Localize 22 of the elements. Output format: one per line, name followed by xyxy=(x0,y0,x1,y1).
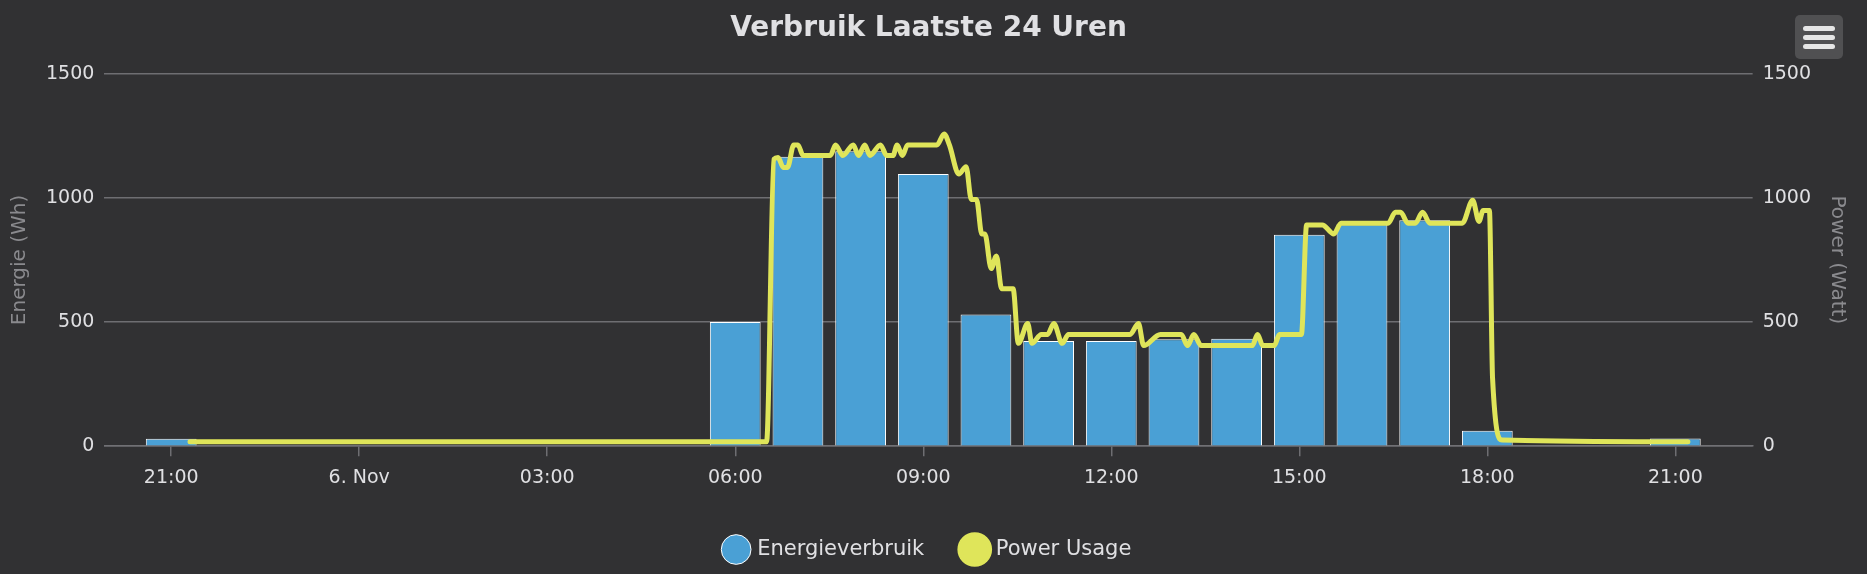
x-tick-label: 06:00 xyxy=(707,464,763,487)
x-tick-label: 09:00 xyxy=(895,464,951,487)
legend-label: Power Usage xyxy=(995,535,1132,560)
x-tick-label: 21:00 xyxy=(1647,464,1703,487)
x-tick-label: 03:00 xyxy=(519,464,575,487)
y2-tick-label: 0 xyxy=(1762,433,1775,456)
x-tick-label: 15:00 xyxy=(1271,464,1327,487)
y2-tick-label: 1500 xyxy=(1762,60,1812,83)
x-tick-label: 18:00 xyxy=(1459,464,1515,487)
x-tick-label: 21:00 xyxy=(143,464,199,487)
y-tick-label: 1500 xyxy=(45,60,95,83)
y2-tick-label: 500 xyxy=(1762,308,1799,331)
y-axis-title: Energie (Wh) xyxy=(6,194,31,326)
x-tick-label: 6. Nov xyxy=(328,464,390,487)
y-tick-label: 0 xyxy=(82,433,95,456)
chart-title: Verbruik Laatste 24 Uren xyxy=(730,10,1127,44)
y-tick-label: 500 xyxy=(58,308,95,331)
legend-label: Energieverbruik xyxy=(757,535,926,560)
y2-axis-title: Power (Watt) xyxy=(1826,195,1851,325)
x-tick-label: 12:00 xyxy=(1083,464,1139,487)
y-tick-label: 1000 xyxy=(45,184,95,207)
y2-tick-label: 1000 xyxy=(1762,184,1812,207)
